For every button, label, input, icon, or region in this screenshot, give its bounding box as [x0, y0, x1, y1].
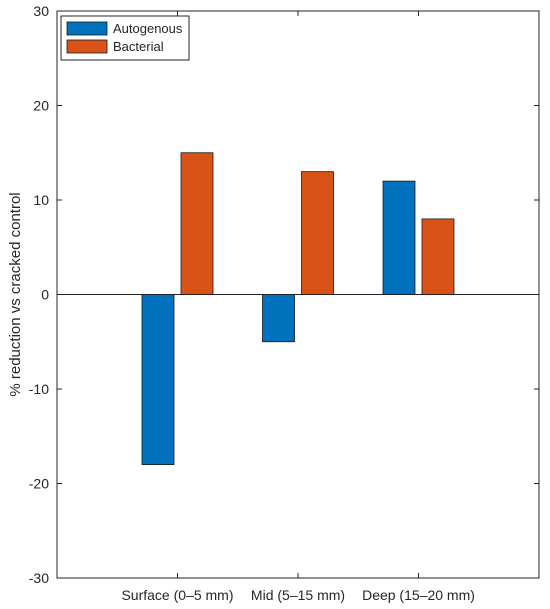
- legend-label-bacterial: Bacterial: [113, 39, 164, 54]
- bar-autogenous-1: [262, 294, 295, 343]
- y-tick-label: 10: [33, 192, 49, 208]
- legend-swatch-autogenous: [66, 21, 108, 36]
- x-tick-label: Mid (5–15 mm): [251, 587, 345, 603]
- x-tick-label: Deep (15–20 mm): [362, 587, 475, 603]
- x-tick-label: Surface (0–5 mm): [121, 587, 233, 603]
- bar-bacterial-0: [180, 152, 214, 295]
- y-tick-label: -20: [29, 476, 49, 492]
- y-tick-label: -10: [29, 381, 49, 397]
- plot-frame: [56, 10, 540, 579]
- y-tick-label: -30: [29, 570, 49, 586]
- y-tick-label: 0: [41, 287, 49, 303]
- bars-group: [141, 152, 455, 466]
- bar-autogenous-0: [141, 294, 175, 466]
- y-axis-title: % reduction vs cracked control: [7, 192, 24, 396]
- y-tick-label: 30: [33, 3, 49, 19]
- bar-bacterial-1: [301, 171, 334, 295]
- bar-bacterial-2: [421, 218, 455, 295]
- y-tick-label: 20: [33, 98, 49, 114]
- x-axis-ticks: Surface (0–5 mm) Mid (5–15 mm) Deep (15–20…: [121, 11, 475, 603]
- legend-swatch-bacterial: [66, 39, 108, 54]
- y-axis-ticks: -30 -20 -10 0 10 20 30: [29, 3, 539, 586]
- legend: Autogenous Bacterial: [60, 15, 190, 61]
- bar-autogenous-2: [382, 180, 416, 295]
- legend-label-autogenous: Autogenous: [113, 21, 183, 36]
